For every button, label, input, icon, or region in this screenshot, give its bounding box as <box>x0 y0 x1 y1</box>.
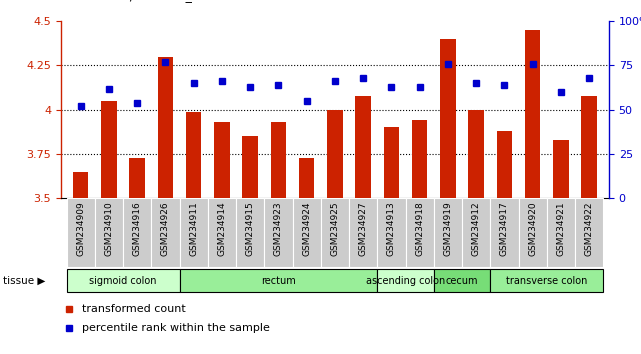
Text: tissue ▶: tissue ▶ <box>3 275 46 286</box>
Bar <box>158 57 173 198</box>
Text: transformed count: transformed count <box>81 304 185 314</box>
Bar <box>129 158 145 198</box>
Text: ascending colon: ascending colon <box>366 275 445 286</box>
Text: GSM234910: GSM234910 <box>104 202 113 256</box>
Text: GDS3141 / 237618_at: GDS3141 / 237618_at <box>67 0 205 2</box>
Text: GSM234918: GSM234918 <box>415 202 424 256</box>
Text: transverse colon: transverse colon <box>506 275 588 286</box>
Text: GSM234916: GSM234916 <box>133 202 142 256</box>
Bar <box>67 198 95 267</box>
Bar <box>327 110 343 198</box>
Text: GSM234915: GSM234915 <box>246 202 254 256</box>
Text: GSM234925: GSM234925 <box>330 202 340 256</box>
Bar <box>406 198 434 267</box>
Bar <box>151 198 179 267</box>
Text: GSM234924: GSM234924 <box>302 202 311 256</box>
Bar <box>123 198 151 267</box>
Text: GSM234922: GSM234922 <box>585 202 594 256</box>
Bar <box>575 198 603 267</box>
Text: GSM234909: GSM234909 <box>76 202 85 256</box>
Bar <box>179 269 378 292</box>
Bar <box>179 198 208 267</box>
Bar <box>434 269 490 292</box>
Bar <box>440 39 456 198</box>
Bar <box>525 30 540 198</box>
Text: GSM234913: GSM234913 <box>387 202 396 256</box>
Bar <box>412 120 428 198</box>
Bar <box>581 96 597 198</box>
Text: GSM234917: GSM234917 <box>500 202 509 256</box>
Text: percentile rank within the sample: percentile rank within the sample <box>81 323 270 333</box>
Text: GSM234914: GSM234914 <box>217 202 226 256</box>
Bar <box>299 158 315 198</box>
Bar <box>349 198 378 267</box>
Text: GSM234912: GSM234912 <box>472 202 481 256</box>
Bar <box>208 198 236 267</box>
Text: GSM234926: GSM234926 <box>161 202 170 256</box>
Text: GSM234911: GSM234911 <box>189 202 198 256</box>
Bar <box>73 172 88 198</box>
Bar <box>264 198 292 267</box>
Bar <box>271 122 286 198</box>
Text: GSM234920: GSM234920 <box>528 202 537 256</box>
Bar <box>434 198 462 267</box>
Bar <box>67 269 179 292</box>
Bar <box>519 198 547 267</box>
Text: sigmoid colon: sigmoid colon <box>89 275 157 286</box>
Bar <box>292 198 320 267</box>
Bar <box>236 198 264 267</box>
Bar <box>355 96 371 198</box>
Bar <box>490 269 603 292</box>
Text: rectum: rectum <box>261 275 296 286</box>
Bar <box>186 112 201 198</box>
Bar <box>101 101 117 198</box>
Text: GSM234919: GSM234919 <box>444 202 453 256</box>
Bar <box>378 269 434 292</box>
Text: GSM234923: GSM234923 <box>274 202 283 256</box>
Text: GSM234921: GSM234921 <box>556 202 565 256</box>
Bar <box>547 198 575 267</box>
Text: GSM234927: GSM234927 <box>359 202 368 256</box>
Bar <box>384 127 399 198</box>
Bar <box>553 140 569 198</box>
Bar <box>462 198 490 267</box>
Bar <box>469 110 484 198</box>
Bar <box>320 198 349 267</box>
Bar <box>490 198 519 267</box>
Bar <box>242 136 258 198</box>
Bar <box>497 131 512 198</box>
Text: cecum: cecum <box>445 275 478 286</box>
Bar <box>95 198 123 267</box>
Bar <box>378 198 406 267</box>
Bar <box>214 122 229 198</box>
